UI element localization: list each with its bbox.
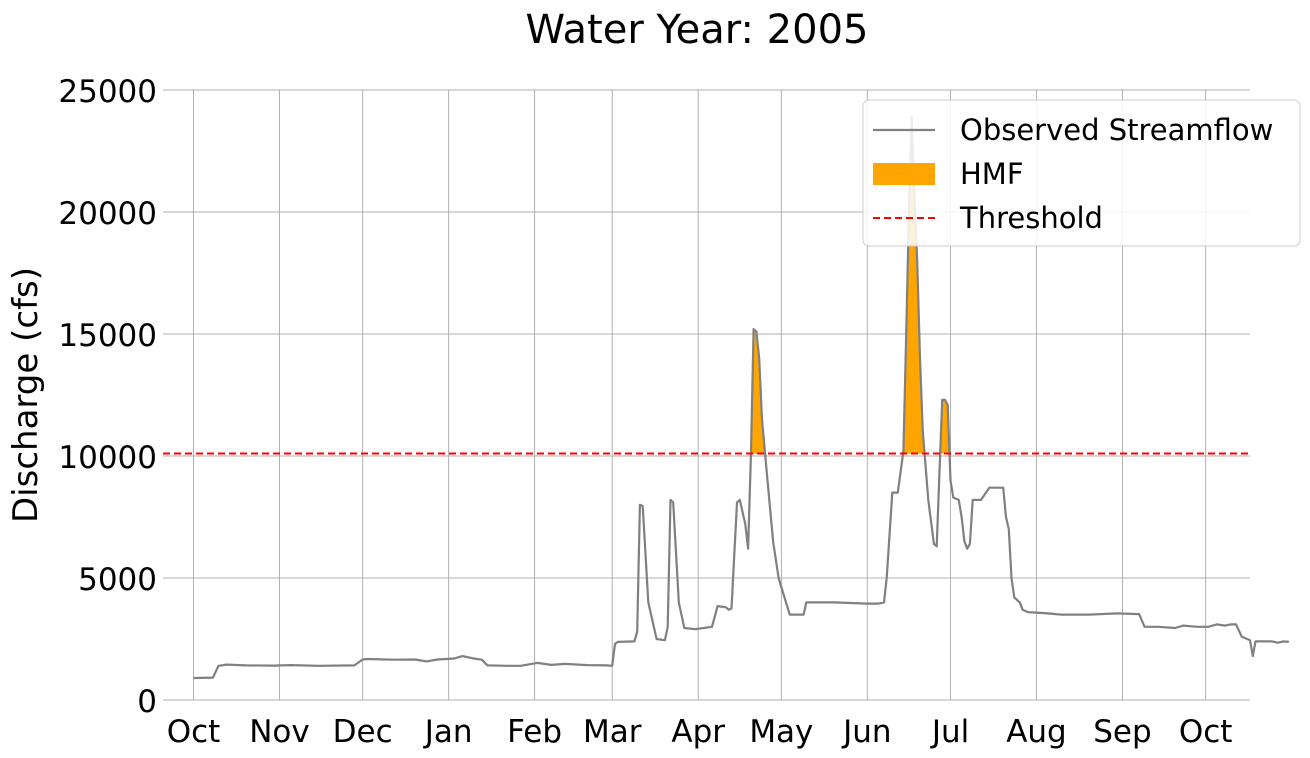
y-tick-label: 25000	[58, 74, 157, 110]
x-tick-label: Sep	[1093, 714, 1151, 750]
x-tick-label: May	[749, 714, 813, 750]
grid	[163, 89, 1250, 701]
hmf-fill-area	[903, 116, 925, 454]
y-tick-labels: 0 5000 10000 15000 20000 25000	[58, 74, 157, 720]
legend-label: Observed Streamflow	[960, 113, 1273, 147]
y-tick-label: 0	[137, 684, 157, 720]
legend-label: Threshold	[959, 201, 1103, 235]
x-tick-label: Jun	[841, 714, 891, 750]
legend-frame	[862, 99, 1301, 247]
x-tick-label: Nov	[249, 714, 310, 750]
x-tick-labels: Oct Nov Dec Jan Feb Mar Apr May Jun Jul Aug Sep Oct	[167, 714, 1233, 750]
x-tick-label: Oct	[1179, 714, 1233, 750]
chart-title: Water Year: 2005	[526, 7, 869, 53]
x-tick-label: Oct	[167, 714, 221, 750]
x-tick-label: Mar	[583, 714, 642, 750]
y-tick-label: 20000	[58, 196, 157, 232]
legend-label: HMF	[960, 157, 1024, 191]
x-tick-label: Jul	[930, 714, 969, 750]
legend: Observed Streamflow HMF Threshold	[862, 99, 1301, 247]
legend-swatch-fill	[873, 163, 935, 185]
y-tick-label: 10000	[58, 440, 157, 476]
x-tick-label: Feb	[507, 714, 562, 750]
series-line	[193, 115, 1289, 680]
x-tick-label: Dec	[333, 714, 393, 750]
x-tick-label: Aug	[1006, 714, 1067, 750]
y-tick-label: 5000	[78, 562, 157, 598]
y-axis-label: Discharge (cfs)	[6, 267, 46, 523]
x-tick-label: Jan	[423, 714, 473, 750]
x-tick-label: Apr	[671, 714, 725, 750]
y-tick-label: 15000	[58, 318, 157, 354]
